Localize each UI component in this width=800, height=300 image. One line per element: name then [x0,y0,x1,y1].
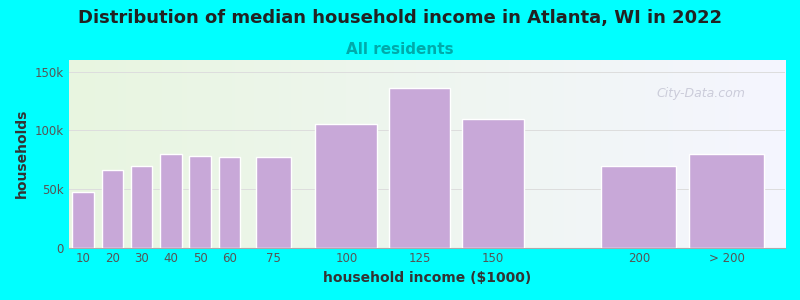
Bar [389,88,450,247]
Y-axis label: households: households [15,109,29,199]
Text: Distribution of median household income in Atlanta, WI in 2022: Distribution of median household income … [78,9,722,27]
Bar [160,154,182,248]
Bar [102,170,123,248]
Text: City-Data.com: City-Data.com [656,87,745,100]
X-axis label: household income ($1000): household income ($1000) [322,271,531,285]
Bar [689,154,764,248]
Bar [131,166,153,248]
Bar [73,193,94,247]
Bar [462,118,523,247]
Text: All residents: All residents [346,42,454,57]
Bar [190,156,211,248]
Bar [315,124,378,248]
Bar [256,157,290,248]
Bar [601,166,677,248]
Bar [218,157,240,248]
